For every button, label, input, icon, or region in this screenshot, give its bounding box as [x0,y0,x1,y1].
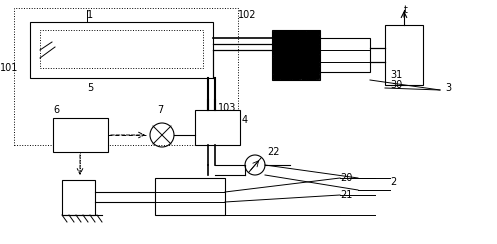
Text: 22: 22 [267,147,279,157]
Text: 6: 6 [53,105,59,115]
FancyBboxPatch shape [30,22,213,78]
FancyBboxPatch shape [62,180,95,215]
Text: 102: 102 [238,10,256,20]
FancyBboxPatch shape [320,38,370,72]
Text: 3: 3 [445,83,451,93]
FancyBboxPatch shape [53,118,108,152]
Text: 101: 101 [0,63,18,73]
Text: 20: 20 [340,173,352,183]
Text: t: t [404,5,408,15]
Text: 7: 7 [157,105,163,115]
Text: 21: 21 [340,190,352,200]
Text: 4: 4 [242,115,248,125]
Text: 2: 2 [390,177,396,187]
Text: 30: 30 [390,80,402,90]
FancyBboxPatch shape [385,25,423,85]
FancyBboxPatch shape [155,178,225,215]
FancyBboxPatch shape [195,110,240,145]
Text: 103: 103 [218,103,237,113]
Text: 31: 31 [390,70,402,80]
Text: 5: 5 [87,83,93,93]
Text: 1: 1 [87,10,93,20]
FancyBboxPatch shape [272,30,320,80]
